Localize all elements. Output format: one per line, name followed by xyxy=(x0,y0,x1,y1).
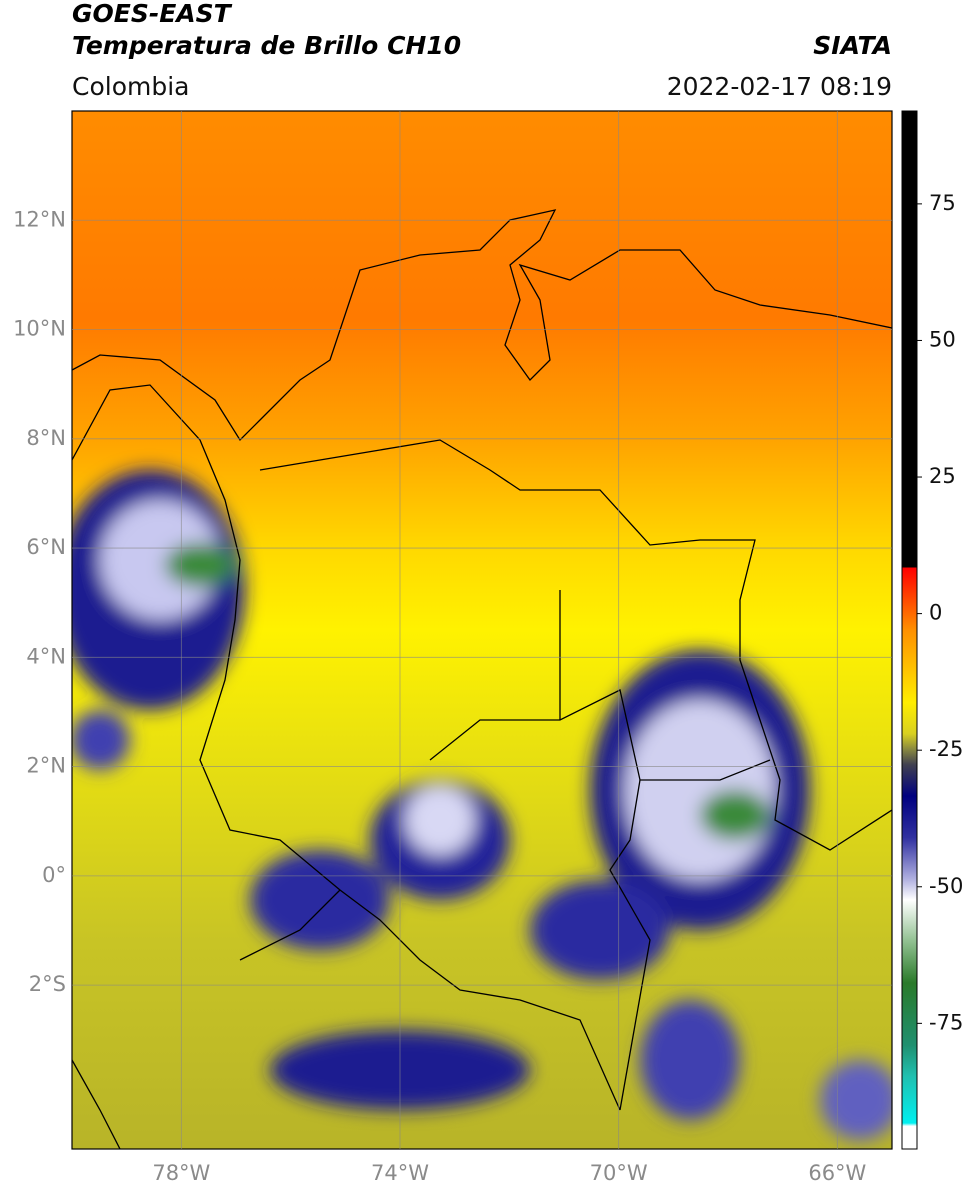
colorbar xyxy=(901,110,918,1150)
y-tick-label: 12°N xyxy=(13,207,66,231)
colorbar-tick-label: -75 xyxy=(929,1010,963,1034)
y-tick-label: 8°N xyxy=(26,426,66,450)
colorbar-tick-label: -50 xyxy=(929,874,963,898)
y-tick-label: 6°N xyxy=(26,535,66,559)
x-tick-label: 70°W xyxy=(590,1161,648,1185)
region: Colombia xyxy=(72,72,189,101)
x-tick-label: 78°W xyxy=(152,1161,210,1185)
y-tick-label: 2°N xyxy=(26,754,66,778)
x-tick-label: 66°W xyxy=(808,1161,866,1185)
y-tick-label: 0° xyxy=(42,863,66,887)
colorbar-tick-label: 25 xyxy=(929,464,956,488)
satellite-image xyxy=(72,111,892,1149)
map-frame xyxy=(71,110,893,1150)
colorbar-tick-label: 50 xyxy=(929,327,956,351)
y-tick-label: 10°N xyxy=(13,317,66,341)
subtitle: Temperatura de Brillo CH10 xyxy=(72,31,461,60)
colorbar-tick-label: 0 xyxy=(929,601,942,625)
title: GOES-EAST xyxy=(72,0,233,28)
colorbar-tick-label: -25 xyxy=(929,737,963,761)
datetime: 2022-02-17 08:19 xyxy=(667,72,892,101)
source: SIATA xyxy=(813,31,892,60)
y-tick-label: 2°S xyxy=(29,972,66,996)
y-tick-label: 4°N xyxy=(26,644,66,668)
colorbar-tick-label: 75 xyxy=(929,191,956,215)
x-tick-label: 74°W xyxy=(371,1161,429,1185)
